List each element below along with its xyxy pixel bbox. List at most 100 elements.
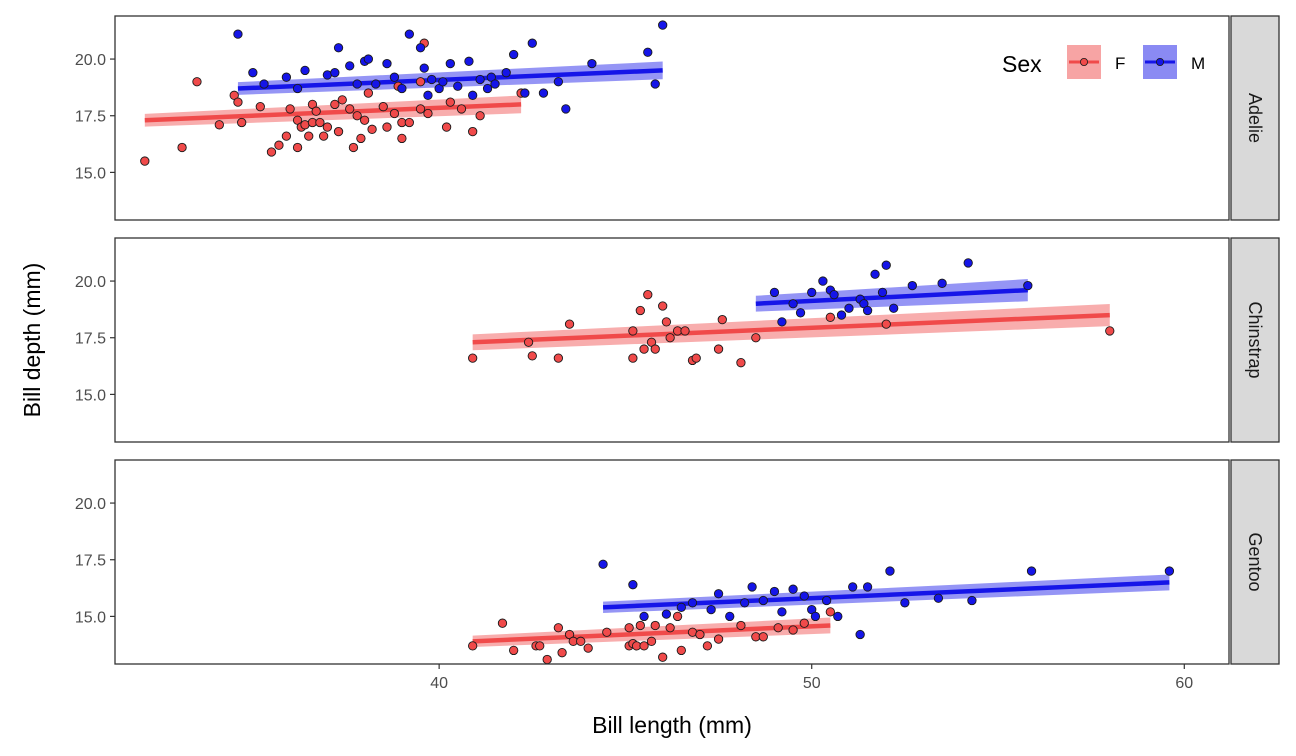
data-point-m	[769, 287, 780, 298]
data-point-m	[475, 74, 485, 85]
data-point-f	[564, 319, 575, 329]
y-tick-label: 20.0	[75, 52, 106, 69]
fit-line-f	[472, 623, 831, 644]
data-point-m	[415, 43, 426, 53]
y-tick-label: 17.5	[75, 109, 106, 126]
data-point-m	[844, 303, 854, 313]
panel-gentoo: 15.0 17.5 20.0 Gentoo	[75, 459, 1280, 665]
data-point-f	[665, 623, 675, 633]
fit-line-m	[755, 287, 1028, 306]
data-point-f	[702, 641, 713, 651]
data-point-f	[337, 95, 347, 105]
data-point-f	[509, 645, 519, 656]
data-point-m	[650, 79, 660, 89]
data-point-m	[598, 559, 608, 569]
data-point-m	[363, 54, 374, 64]
data-point-f	[285, 104, 295, 114]
data-point-m	[810, 611, 821, 622]
data-point-m	[382, 58, 392, 69]
panels-layer: 15.017.520.0Adelie15.017.520.0Chinstrap1…	[75, 15, 1280, 665]
facet-strip-adelie	[1230, 15, 1280, 221]
data-point-m	[419, 63, 429, 73]
data-point-m	[967, 595, 977, 606]
legend: Sex F M	[1002, 45, 1205, 79]
data-point-m	[292, 83, 303, 94]
data-point-f	[1105, 326, 1115, 336]
data-point-f	[695, 629, 705, 640]
data-point-m	[445, 58, 455, 69]
fit-line-f	[472, 312, 1110, 345]
facet-strip-gentoo	[1230, 459, 1280, 665]
data-point-m	[1164, 566, 1175, 576]
data-point-f	[397, 133, 407, 144]
data-point-f	[445, 97, 455, 107]
data-point-f	[311, 106, 321, 116]
data-point-f	[214, 120, 224, 130]
data-point-f	[717, 314, 727, 325]
data-point-f	[330, 99, 340, 110]
data-point-f	[266, 147, 277, 157]
data-point-m	[676, 602, 686, 612]
data-point-m	[777, 317, 787, 327]
data-point-m	[758, 595, 768, 606]
data-point-m	[862, 582, 873, 592]
legend-key-point-f	[1080, 58, 1089, 67]
data-point-m	[538, 88, 549, 98]
data-point-m	[885, 566, 895, 576]
data-point-m	[687, 598, 698, 608]
data-point-m	[855, 629, 865, 640]
data-point-m	[509, 49, 519, 60]
data-point-f	[635, 620, 645, 631]
data-point-m	[404, 29, 414, 39]
data-point-m	[658, 20, 668, 30]
data-point-f	[799, 618, 809, 628]
x-axis-title: Bill length (mm)	[592, 712, 752, 738]
data-point-m	[818, 276, 828, 286]
data-point-f	[352, 111, 362, 121]
data-point-f	[680, 326, 690, 336]
facet-label-adelie: Adelie	[1245, 93, 1265, 143]
facet-label-chinstrap: Chinstrap	[1245, 301, 1265, 378]
data-point-m	[933, 593, 944, 603]
data-point-f	[415, 77, 426, 87]
x-tick-label: 50	[803, 675, 821, 692]
data-point-m	[330, 68, 340, 78]
data-point-f	[415, 104, 426, 114]
data-point-f	[497, 618, 508, 628]
data-point-f	[576, 636, 586, 646]
data-point-m	[1023, 280, 1033, 291]
data-point-m	[907, 280, 917, 291]
fit-line-m	[602, 580, 1170, 610]
data-point-m	[788, 299, 798, 309]
data-point-m	[233, 29, 243, 39]
legend-key-point-m	[1156, 58, 1165, 67]
y-tick-label: 17.5	[75, 553, 106, 570]
data-point-f	[140, 156, 150, 166]
data-point-f	[665, 333, 675, 343]
data-point-f	[281, 131, 292, 141]
panel-chinstrap: 15.0 17.5 20.0 Chinstrap	[75, 237, 1280, 443]
data-point-f	[736, 620, 746, 631]
data-point-m	[490, 79, 500, 89]
data-point-f	[646, 636, 657, 646]
panel-border	[114, 459, 1230, 665]
data-point-m	[501, 68, 511, 78]
x-tick-label: 40	[430, 675, 448, 692]
legend-label-f: F	[1115, 54, 1125, 73]
data-point-f	[602, 627, 612, 637]
data-point-m	[1026, 566, 1037, 576]
data-point-m	[423, 90, 433, 100]
data-point-m	[639, 611, 649, 622]
panel-border	[114, 15, 1230, 221]
y-tick-label: 20.0	[75, 496, 106, 513]
data-point-m	[628, 580, 638, 590]
data-point-m	[877, 287, 888, 298]
data-point-f	[535, 641, 545, 651]
data-point-f	[237, 117, 247, 128]
legend-title: Sex	[1002, 51, 1042, 77]
data-point-m	[848, 582, 858, 592]
data-point-f	[322, 122, 333, 132]
facet-label-gentoo: Gentoo	[1245, 532, 1265, 591]
data-point-f	[643, 290, 653, 300]
